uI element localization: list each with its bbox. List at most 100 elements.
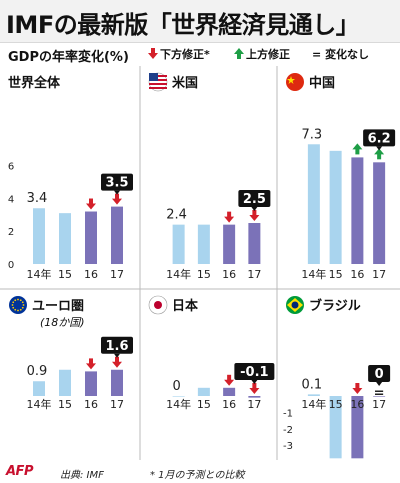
bar [329,150,342,264]
y-tick-label: 6 [8,162,14,173]
down-arrow-icon [86,198,96,210]
red-down-arrow-icon [148,48,158,59]
value-label-boxed: 2.5 [238,190,271,211]
panel-title: 米国 [172,75,198,91]
panel-title: 世界全体 [8,75,61,91]
category-label: 17 [247,268,261,281]
japan-flag-icon [148,295,168,315]
category-label: 15 [58,268,72,281]
china-flag-icon [286,73,304,91]
y-tick-label: 2 [8,227,14,238]
value-label-text: 3.5 [105,176,128,191]
bar [351,396,364,459]
bar [85,211,97,264]
category-label: 15 [58,398,72,411]
chart-subtitle: GDPの年率変化(%) [8,50,129,65]
bar [197,224,210,264]
bar [197,387,210,396]
category-label: 16 [350,398,364,411]
value-label-boxed: 6.2 [363,129,396,151]
chart-panel: 日本 14年 15 16 17 0 -0.1 [148,295,275,411]
equal-symbol: = [312,48,322,61]
down-arrow-icon [112,193,122,205]
chart-panel: 米国 14年 15 16 17 2.4 2.5 [148,72,271,281]
down-arrow-icon [249,383,260,394]
category-label: 14年 [301,267,326,281]
panel-subtitle: (18か国) [40,316,85,329]
value-label-boxed: -0.1 [234,363,275,384]
y-tick-label: -2 [283,425,293,436]
category-label: 14年 [166,267,191,281]
category-label: 17 [372,268,386,281]
value-label-boxed: 0 [368,365,391,386]
value-label-boxed: 1.6 [101,336,133,358]
panel-title: ユーロ圏 [32,299,84,314]
legend-up-label: 上方修正 [246,48,290,61]
panel-title: ブラジル [309,298,361,314]
bar [172,224,185,264]
bar [111,369,123,396]
value-label: 3.4 [27,191,48,206]
category-label: 17 [110,398,124,411]
chart-panel: 中国 14年 15 16 17 7.3 6.2 [286,73,396,281]
category-label: 16 [84,268,98,281]
y-tick-label: 0 [8,260,14,271]
value-label: 7.3 [302,127,323,142]
value-label-text: 2.5 [243,192,266,207]
value-label-text: 6.2 [368,131,391,146]
panel-title: 日本 [172,298,198,314]
value-label-text: -0.1 [240,365,268,380]
value-label-text: 0 [375,367,384,382]
category-label: 14年 [166,397,191,411]
category-label: 14年 [27,397,52,411]
bar [59,213,71,264]
source-note: 出典: IMF [60,470,104,481]
chart-panel: ブラジル -1 -2 -3 14年 15 16 17= 0.1 0 [283,296,391,459]
category-label: 14年 [301,397,326,411]
down-arrow-icon [224,374,235,386]
category-label: 17 [247,398,261,411]
panel-title: 中国 [309,75,335,91]
legend-item-equal: = 変化なし [312,46,369,62]
down-arrow-icon [86,358,96,370]
bar [59,369,71,396]
bar [373,162,386,264]
bar [248,396,261,398]
legend-item-up: 上方修正 [234,46,290,62]
category-label: 16 [222,398,236,411]
bar [223,224,236,264]
value-label: 0 [172,379,180,394]
bar [329,396,342,459]
footer: AFP 出典: IMF * 1月の予測との比較 [0,462,400,483]
bar [85,371,97,396]
category-label: 17 [372,398,386,411]
category-label: 17 [110,268,124,281]
down-arrow-icon [224,211,235,223]
title-bar: IMFの最新版「世界経済見通し」 [0,0,400,43]
value-label-boxed: 3.5 [101,173,133,195]
down-arrow-icon [249,210,260,221]
legend-down-label: 下方修正* [160,48,210,61]
bar [33,208,45,264]
revision-note: * 1月の予測との比較 [150,470,245,481]
bar [373,396,386,397]
eu-flag-icon [9,296,27,314]
bar [33,381,45,396]
bar [307,394,320,396]
brazil-flag-icon [286,296,304,314]
bar [223,387,236,396]
down-arrow-icon [112,356,122,368]
category-label: 14年 [27,267,52,281]
category-label: 15 [197,398,211,411]
value-label: 0.1 [302,377,323,392]
category-label: 15 [329,398,343,411]
chart-panel: 世界全体 0 2 4 6 14年 15 16 17 3.4 3.5 [8,75,133,281]
y-tick-label: -1 [283,408,293,419]
value-label: 2.4 [166,208,187,223]
up-arrow-icon [374,148,385,160]
category-label: 16 [222,268,236,281]
chart-panel: ユーロ圏 (18か国) 14年 15 16 17 0.9 1.6 [9,296,133,411]
afp-logo: AFP [6,464,33,479]
chart-title: IMFの最新版「世界経済見通し」 [6,11,360,39]
